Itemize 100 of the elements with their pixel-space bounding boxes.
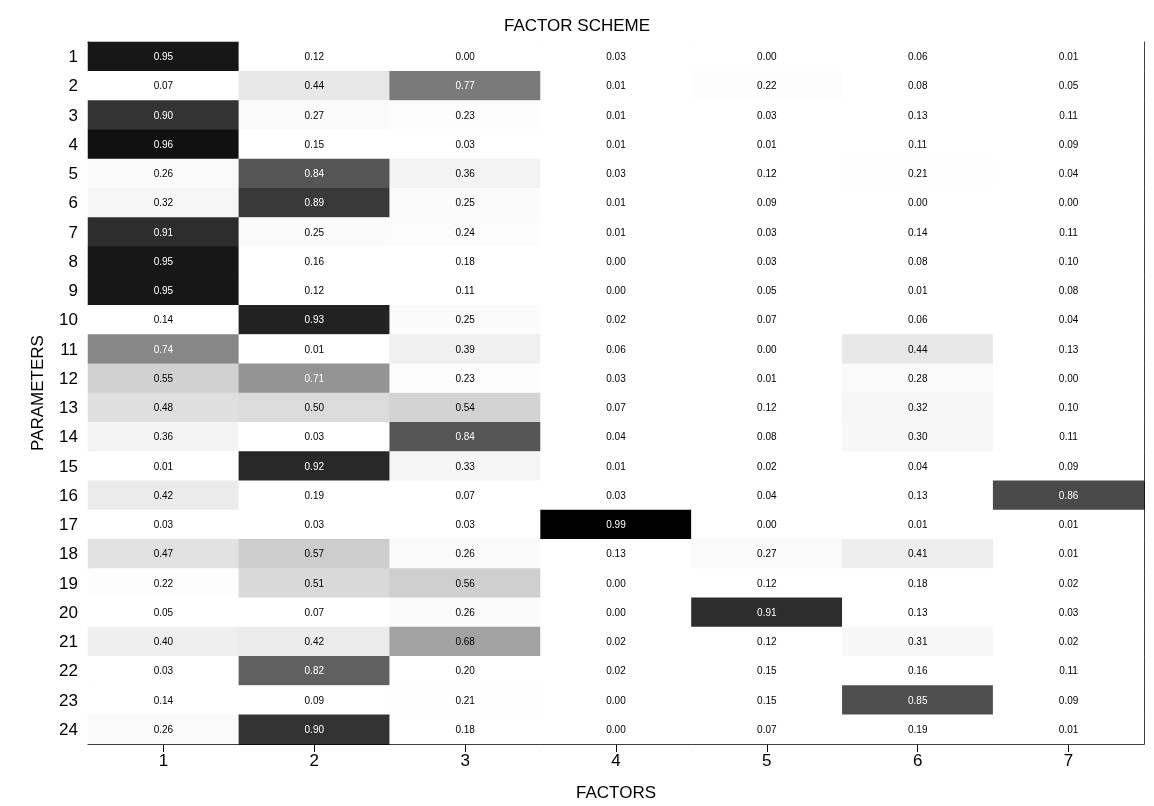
- data-label: 0.22: [153, 577, 174, 589]
- data-label: 0.07: [757, 314, 778, 326]
- data-label: 0.01: [1058, 51, 1079, 63]
- data-label: 0.06: [606, 343, 627, 355]
- data-label: 0.13: [907, 109, 928, 121]
- y-tick-label: 20: [59, 602, 78, 622]
- y-tick-label: 8: [68, 251, 78, 271]
- x-tick-label: 3: [460, 751, 470, 770]
- data-label: 0.01: [606, 197, 627, 209]
- data-label: 0.21: [455, 694, 476, 706]
- data-label: 0.01: [907, 519, 928, 531]
- data-label: 0.00: [606, 606, 627, 618]
- data-label: 0.05: [757, 285, 778, 297]
- data-label: 0.01: [757, 372, 778, 384]
- data-label: 0.03: [304, 431, 325, 443]
- x-axis-title: FACTORS: [576, 783, 656, 802]
- data-label: 0.07: [304, 606, 325, 618]
- data-label: 0.03: [606, 51, 627, 63]
- data-label: 0.08: [907, 255, 928, 267]
- y-tick-label: 21: [59, 632, 78, 652]
- data-label: 0.26: [455, 606, 476, 618]
- y-tick-label: 14: [59, 427, 78, 447]
- data-label: 0.00: [606, 723, 627, 735]
- data-label: 0.03: [606, 168, 627, 180]
- data-label: 0.44: [304, 80, 325, 92]
- y-tick-label: 11: [60, 339, 78, 359]
- data-label: 0.04: [907, 460, 928, 472]
- data-label: 0.36: [153, 431, 174, 443]
- data-label: 0.19: [907, 723, 928, 735]
- data-label: 0.25: [455, 314, 476, 326]
- y-tick-label: 3: [68, 105, 78, 125]
- data-label: 0.09: [1058, 694, 1079, 706]
- data-label: 0.90: [304, 723, 325, 735]
- data-label: 0.03: [455, 138, 476, 150]
- data-label: 0.48: [153, 402, 174, 414]
- data-label: 0.12: [757, 168, 778, 180]
- data-label: 0.03: [757, 109, 778, 121]
- data-label: 0.05: [1058, 80, 1079, 92]
- data-label: 0.14: [153, 314, 174, 326]
- data-label: 0.11: [1059, 226, 1079, 238]
- data-label: 0.14: [907, 226, 928, 238]
- data-label: 0.23: [455, 372, 476, 384]
- data-label: 0.82: [304, 665, 325, 677]
- data-label: 0.01: [1058, 519, 1079, 531]
- data-label: 0.00: [1058, 372, 1079, 384]
- data-label: 0.07: [153, 80, 174, 92]
- data-label: 0.19: [304, 489, 325, 501]
- data-label: 0.02: [1058, 577, 1079, 589]
- data-label: 0.26: [153, 723, 174, 735]
- data-label: 0.08: [907, 80, 928, 92]
- y-tick-label: 22: [59, 661, 78, 681]
- data-label: 0.04: [1058, 168, 1079, 180]
- data-label: 0.57: [304, 548, 325, 560]
- data-label: 0.13: [907, 606, 928, 618]
- data-label: 0.27: [757, 548, 778, 560]
- data-label: 0.02: [757, 460, 778, 472]
- data-label: 0.07: [455, 489, 476, 501]
- y-tick-label: 5: [68, 164, 78, 184]
- y-axis-title: PARAMETERS: [28, 335, 47, 451]
- data-label: 0.24: [455, 226, 476, 238]
- data-label: 0.09: [1058, 138, 1079, 150]
- data-label: 0.15: [757, 665, 778, 677]
- data-label: 0.68: [455, 636, 476, 648]
- data-label: 0.02: [606, 665, 627, 677]
- data-label: 0.04: [1058, 314, 1079, 326]
- data-label: 0.09: [1058, 460, 1079, 472]
- data-label: 0.47: [153, 548, 174, 560]
- data-label: 0.03: [304, 519, 325, 531]
- data-label: 0.11: [1059, 431, 1079, 443]
- data-label: 0.71: [304, 372, 325, 384]
- x-tick-label: 4: [611, 751, 621, 770]
- data-label: 0.03: [606, 372, 627, 384]
- data-label: 0.04: [606, 431, 627, 443]
- data-label: 0.51: [304, 577, 325, 589]
- data-label: 0.12: [757, 577, 778, 589]
- y-tick-label: 17: [59, 515, 78, 535]
- y-tick-label: 15: [59, 456, 78, 476]
- y-tick-label: 1: [68, 47, 78, 67]
- y-tick-label: 10: [59, 310, 78, 330]
- data-label: 0.06: [907, 51, 928, 63]
- data-label: 0.00: [757, 51, 778, 63]
- data-label: 0.03: [455, 519, 476, 531]
- data-label: 0.13: [606, 548, 627, 560]
- data-label: 0.09: [304, 694, 325, 706]
- data-label: 0.20: [455, 665, 476, 677]
- data-label: 0.01: [907, 285, 928, 297]
- data-label: 0.36: [455, 168, 476, 180]
- data-label: 0.40: [153, 636, 174, 648]
- y-tick-label: 18: [59, 544, 78, 564]
- data-label: 0.84: [455, 431, 476, 443]
- data-label: 0.86: [1058, 489, 1079, 501]
- x-tick-label: 1: [158, 751, 169, 770]
- data-label: 0.25: [455, 197, 476, 209]
- data-label: 0.11: [908, 138, 928, 150]
- data-label: 0.39: [455, 343, 476, 355]
- data-label: 0.12: [757, 402, 778, 414]
- data-label: 0.00: [455, 51, 476, 63]
- data-label: 0.01: [757, 138, 778, 150]
- data-label: 0.41: [907, 548, 928, 560]
- x-tick-label: 7: [1063, 751, 1074, 770]
